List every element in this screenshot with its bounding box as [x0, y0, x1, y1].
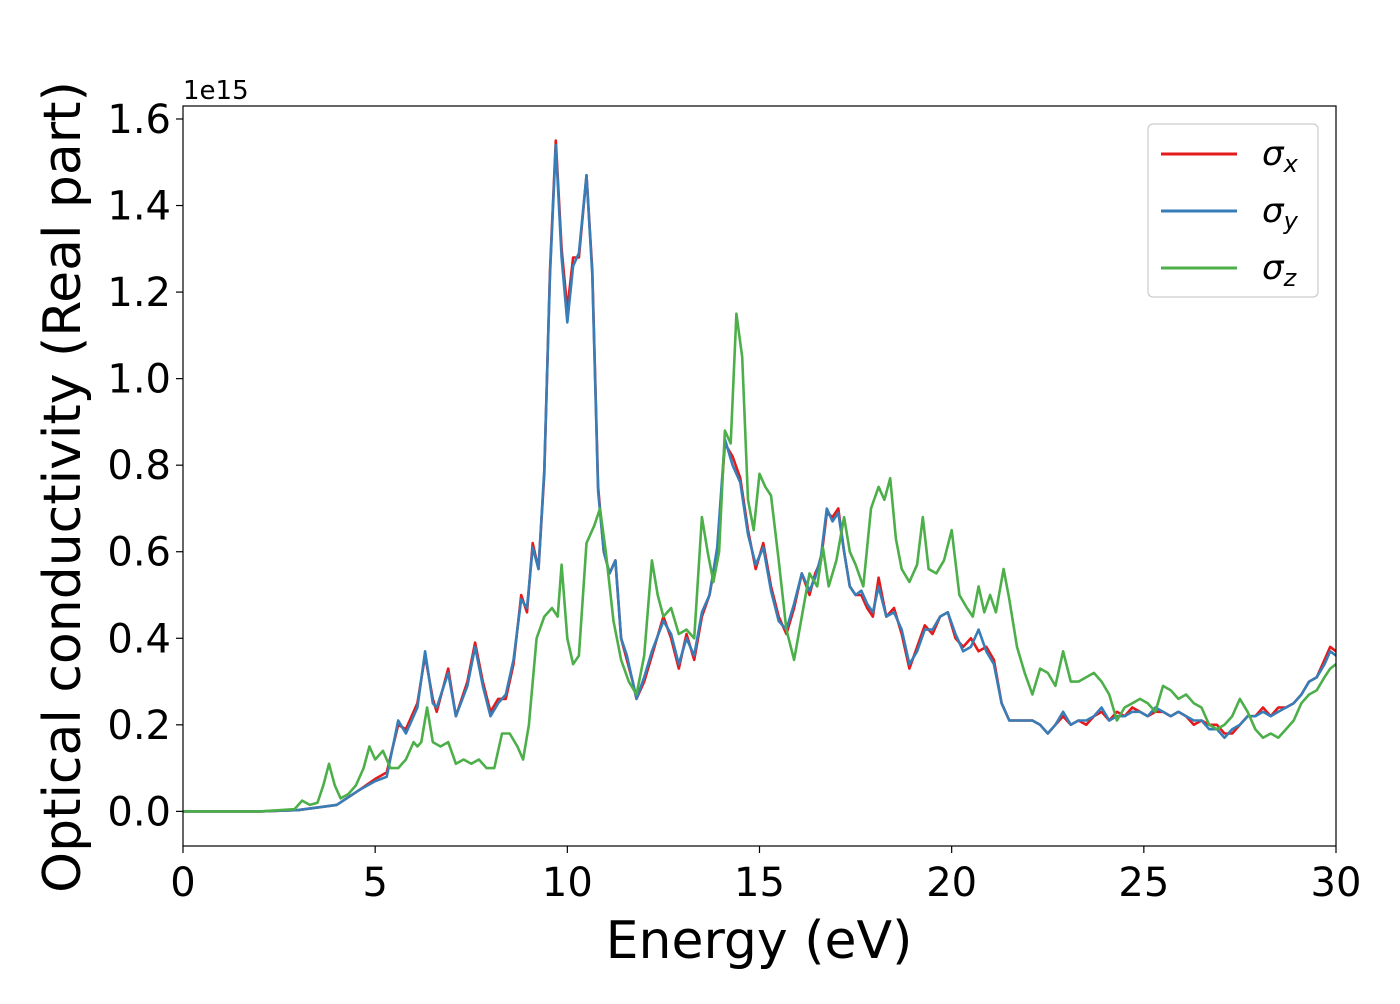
y-axis-label: Optical conductivity (Real part) — [33, 81, 93, 893]
legend-label-y: σy — [1262, 191, 1299, 235]
x-axis-label: Energy (eV) — [606, 911, 913, 971]
legend: σx σy σz — [1147, 123, 1319, 298]
legend-label-z: σz — [1262, 248, 1298, 292]
x-tick-label: 15 — [734, 860, 785, 906]
x-tick-label: 25 — [1118, 860, 1169, 906]
legend-label-x: σx — [1262, 134, 1299, 178]
y-tick-label: 1.4 — [107, 184, 171, 230]
y-tick-label: 0.6 — [107, 530, 171, 576]
x-tick-label: 5 — [362, 860, 387, 906]
series-line-y — [183, 143, 1336, 813]
y-tick-label: 0.8 — [107, 443, 171, 489]
y-tick-label: 0.2 — [107, 703, 171, 749]
series-group — [183, 139, 1336, 813]
y-tick-label: 0.0 — [107, 789, 171, 835]
x-tick-label: 10 — [542, 860, 593, 906]
y-tick-label: 1.6 — [107, 97, 171, 143]
x-tick-label: 0 — [170, 860, 195, 906]
y-tick-label: 0.4 — [107, 616, 171, 662]
series-line-z — [183, 312, 1336, 813]
y-tick-label: 1.2 — [107, 270, 171, 316]
x-tick-label: 30 — [1311, 860, 1362, 906]
y-tick-label: 1.0 — [107, 357, 171, 403]
y-offset-label: 1e15 — [183, 76, 249, 106]
x-tick-label: 20 — [926, 860, 977, 906]
